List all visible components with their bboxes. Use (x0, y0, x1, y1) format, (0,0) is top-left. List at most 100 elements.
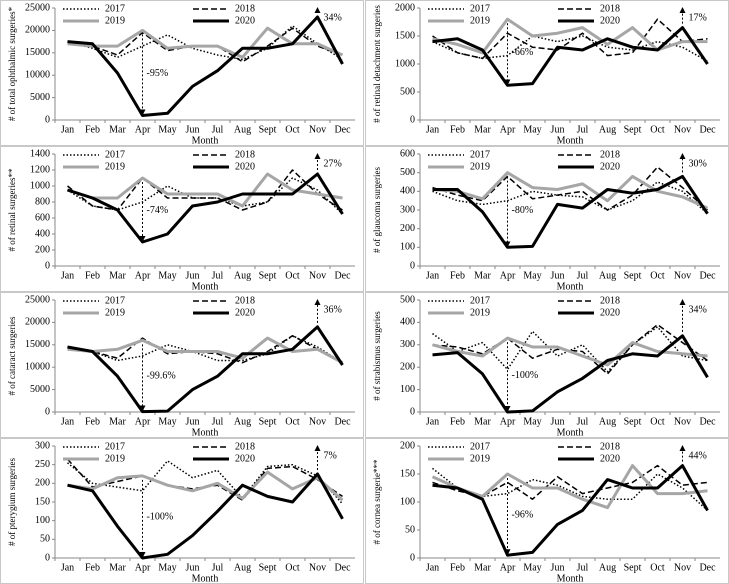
y-tick-label: 0 (410, 260, 415, 271)
x-tick-label: May (158, 562, 176, 573)
x-tick-label: Sept (259, 124, 277, 135)
legend-label: 2018 (235, 295, 255, 306)
y-axis-label: # of total ophthalmic surgeries* (7, 6, 17, 121)
y-tick-label: 0 (45, 552, 50, 563)
y-tick-label: 0 (410, 552, 415, 563)
annotation: 30% (689, 158, 707, 169)
x-tick-label: Nov (309, 124, 326, 135)
y-axis-label: # of glaucoma surgeries (372, 166, 382, 253)
y-axis-label: # of retinal surgeries** (7, 168, 17, 252)
x-tick-label: Nov (674, 124, 691, 135)
x-tick-label: Dec (334, 562, 351, 573)
x-tick-label: Apr (500, 270, 516, 281)
x-tick-label: Apr (500, 416, 516, 427)
x-tick-label: Jan (61, 270, 74, 281)
x-tick-label: Jan (61, 562, 74, 573)
y-tick-label: 15000 (25, 339, 50, 350)
x-tick-label: Jun (186, 562, 200, 573)
x-tick-label: Dec (334, 124, 351, 135)
legend-label: 2019 (470, 453, 490, 464)
series-line (67, 15, 344, 117)
y-tick-label: 1000 (395, 58, 415, 69)
x-tick-label: Jun (551, 562, 565, 573)
series-line (432, 334, 709, 414)
x-tick-label: Feb (450, 270, 465, 281)
x-tick-label: Apr (135, 124, 151, 135)
y-tick-label: 200 (400, 361, 415, 372)
y-axis-label: # of pterygium surgeries (7, 457, 17, 546)
legend-label: 2017 (470, 3, 490, 14)
x-tick-label: Jun (551, 416, 565, 427)
y-tick-label: 1000 (30, 180, 50, 191)
x-tick-label: Oct (285, 124, 300, 135)
series-line (432, 18, 708, 60)
legend-label: 2017 (105, 295, 125, 306)
x-tick-label: Nov (674, 416, 691, 427)
x-tick-label: Apr (135, 562, 151, 573)
series-line (431, 464, 708, 510)
legend-label: 2020 (600, 453, 620, 464)
x-tick-label: Mar (474, 124, 491, 135)
x-tick-label: Jul (212, 562, 224, 573)
y-tick-label: 150 (400, 468, 415, 479)
legend-label: 2018 (600, 149, 620, 160)
panel-border (0, 292, 364, 438)
legend-label: 2019 (105, 15, 125, 26)
annotation: 27% (324, 158, 342, 169)
x-tick-label: Oct (285, 416, 300, 427)
x-tick-label: Oct (650, 124, 665, 135)
y-tick-label: 200 (35, 244, 50, 255)
y-tick-label: 0 (410, 406, 415, 417)
annotation: -80% (512, 205, 534, 216)
series-line (67, 335, 343, 364)
y-tick-label: 1500 (395, 30, 415, 41)
y-tick-label: 100 (400, 242, 415, 253)
series-line (67, 169, 343, 211)
x-tick-label: Feb (85, 124, 100, 135)
legend-label: 2019 (105, 161, 125, 172)
annotation: 34% (324, 12, 342, 23)
x-tick-label: Jul (212, 124, 224, 135)
x-axis-label: Month (557, 427, 584, 438)
x-tick-label: Sept (259, 270, 277, 281)
annotation: -99.6% (147, 371, 176, 382)
x-tick-label: Oct (285, 270, 300, 281)
y-axis-label: # of cornea surgerie*** (372, 459, 382, 545)
y-tick-label: 5000 (30, 92, 50, 103)
panel-border (0, 0, 364, 146)
y-tick-label: 500 (400, 294, 415, 305)
y-tick-label: 500 (400, 167, 415, 178)
x-tick-label: Nov (309, 416, 326, 427)
x-tick-label: Mar (109, 416, 126, 427)
x-axis-label: Month (192, 427, 219, 438)
x-tick-label: Jun (186, 416, 200, 427)
x-tick-label: Nov (674, 270, 691, 281)
series-line (67, 460, 344, 505)
x-tick-label: Aug (599, 270, 616, 281)
x-tick-label: May (158, 124, 176, 135)
legend-label: 2020 (235, 161, 255, 172)
y-tick-label: 800 (35, 196, 50, 207)
legend-label: 2019 (470, 307, 490, 318)
y-tick-label: 1400 (30, 148, 50, 159)
y-axis-label: # of cataract surgeries (7, 316, 17, 396)
y-tick-label: 50 (405, 524, 415, 535)
legend-label: 2017 (105, 149, 125, 160)
x-tick-label: Jul (577, 270, 589, 281)
x-tick-label: Aug (599, 562, 616, 573)
x-tick-label: Mar (109, 270, 126, 281)
x-tick-label: Jan (426, 416, 439, 427)
x-tick-label: Dec (699, 562, 716, 573)
x-axis-label: Month (557, 573, 584, 584)
legend-label: 2018 (600, 441, 620, 452)
legend-label: 2017 (105, 441, 125, 452)
x-tick-label: Sept (259, 416, 277, 427)
x-tick-label: Nov (674, 562, 691, 573)
x-axis-label: Month (192, 135, 219, 146)
x-tick-label: Oct (650, 562, 665, 573)
annotation: -95% (147, 68, 169, 79)
legend-label: 2017 (470, 441, 490, 452)
legend-label: 2018 (600, 3, 620, 14)
legend-label: 2018 (235, 149, 255, 160)
x-tick-label: Jan (426, 124, 439, 135)
